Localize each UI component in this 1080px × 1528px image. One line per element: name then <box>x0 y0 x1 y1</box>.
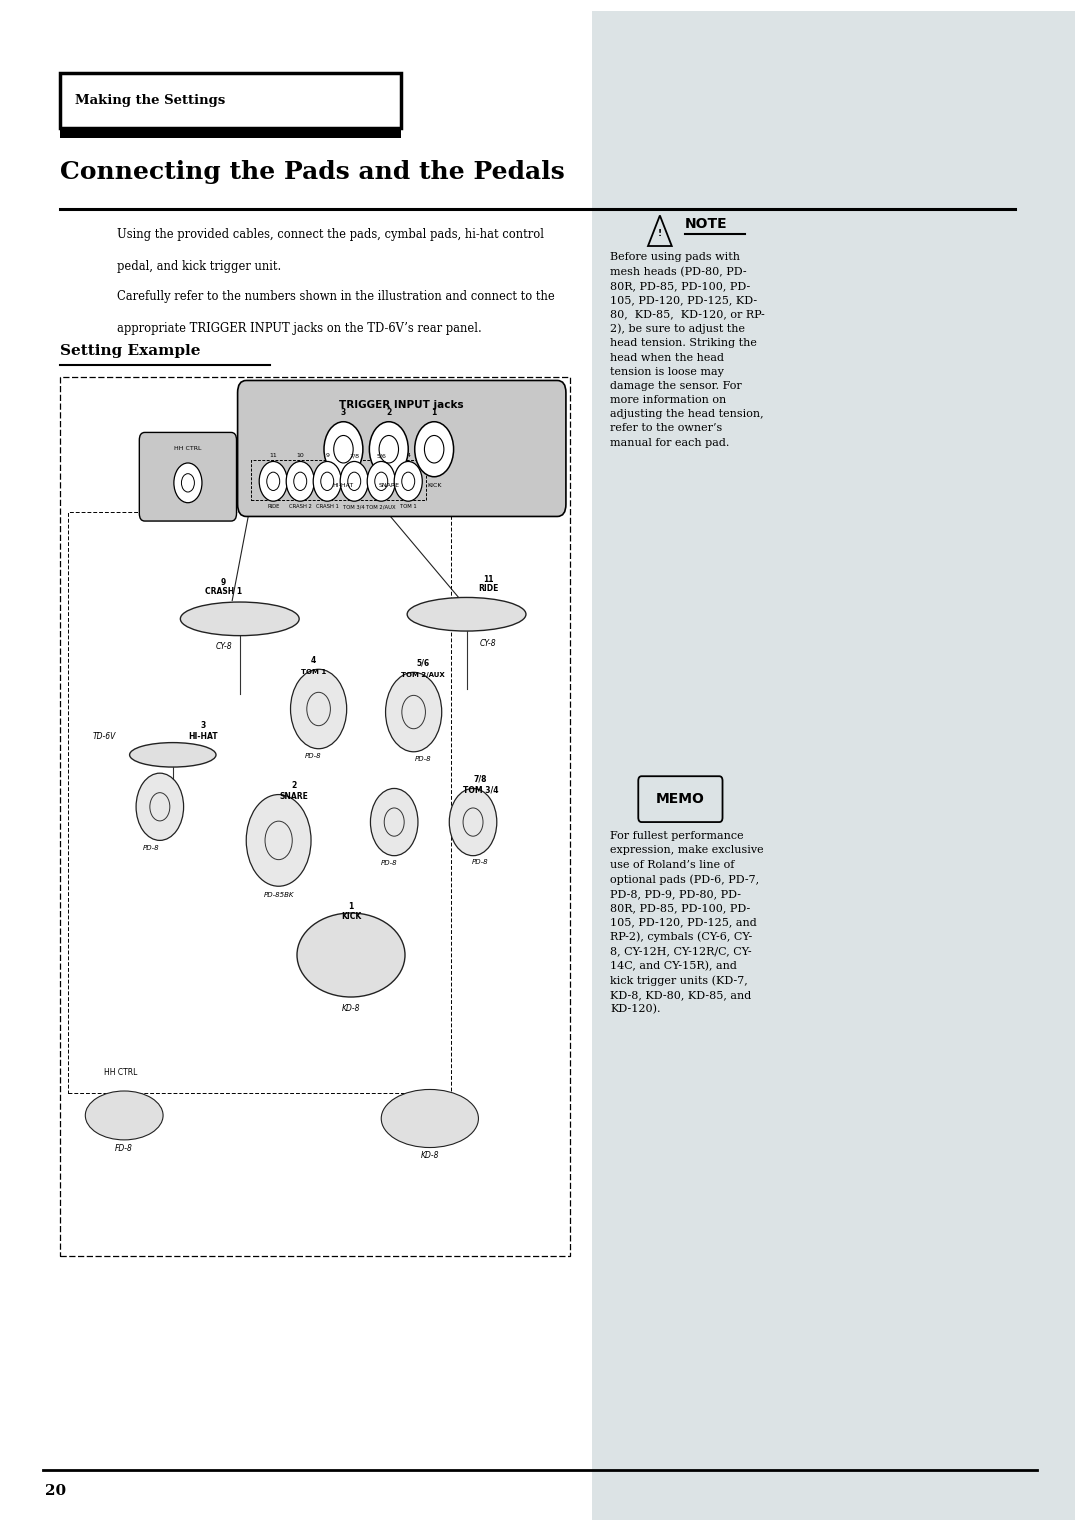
Text: TOM 2/AUX: TOM 2/AUX <box>402 672 445 678</box>
Circle shape <box>370 788 418 856</box>
Text: PD-8: PD-8 <box>305 753 322 759</box>
FancyBboxPatch shape <box>139 432 237 521</box>
Text: Carefully refer to the numbers shown in the illustration and connect to the: Carefully refer to the numbers shown in … <box>117 290 554 304</box>
Text: 9: 9 <box>221 578 226 587</box>
Text: TOM 1: TOM 1 <box>400 504 417 509</box>
Text: Using the provided cables, connect the pads, cymbal pads, hi-hat control: Using the provided cables, connect the p… <box>117 228 543 241</box>
Circle shape <box>369 422 408 477</box>
Circle shape <box>394 461 422 501</box>
Text: appropriate TRIGGER INPUT jacks on the TD-6V’s rear panel.: appropriate TRIGGER INPUT jacks on the T… <box>117 322 482 336</box>
Circle shape <box>259 461 287 501</box>
Text: Connecting the Pads and the Pedals: Connecting the Pads and the Pedals <box>60 160 565 185</box>
Text: HH CTRL: HH CTRL <box>105 1068 137 1077</box>
Text: 1: 1 <box>349 902 353 911</box>
Text: SNARE: SNARE <box>378 483 400 487</box>
Text: RIDE: RIDE <box>267 504 280 509</box>
Text: KD-8: KD-8 <box>420 1151 440 1160</box>
Circle shape <box>136 773 184 840</box>
FancyBboxPatch shape <box>592 11 1075 1520</box>
Ellipse shape <box>130 743 216 767</box>
Text: CRASH 1: CRASH 1 <box>315 504 339 509</box>
Circle shape <box>291 669 347 749</box>
Circle shape <box>174 463 202 503</box>
Text: 11: 11 <box>269 454 278 458</box>
Ellipse shape <box>381 1089 478 1148</box>
Ellipse shape <box>297 912 405 996</box>
Text: PD-8: PD-8 <box>380 860 397 866</box>
Text: Before using pads with
mesh heads (PD-80, PD-
80R, PD-85, PD-100, PD-
105, PD-12: Before using pads with mesh heads (PD-80… <box>610 252 765 448</box>
Text: SNARE: SNARE <box>280 792 308 801</box>
Text: 2: 2 <box>387 408 391 417</box>
Text: pedal, and kick trigger unit.: pedal, and kick trigger unit. <box>117 260 281 274</box>
Text: CY-8: CY-8 <box>215 642 232 651</box>
Text: KD-8: KD-8 <box>341 1004 361 1013</box>
Text: TOM 3/4: TOM 3/4 <box>463 785 498 795</box>
Circle shape <box>313 461 341 501</box>
Circle shape <box>386 672 442 752</box>
Circle shape <box>449 788 497 856</box>
Text: HI-HAT: HI-HAT <box>333 483 354 487</box>
Text: 7/8: 7/8 <box>474 775 487 784</box>
Text: TRIGGER INPUT jacks: TRIGGER INPUT jacks <box>339 400 464 411</box>
Text: 9: 9 <box>325 454 329 458</box>
Text: 4: 4 <box>406 454 410 458</box>
Text: MEMO: MEMO <box>656 792 705 807</box>
Text: TOM 2/AUX: TOM 2/AUX <box>366 504 396 509</box>
Text: 5/6: 5/6 <box>417 659 430 668</box>
Text: PD-8: PD-8 <box>415 756 432 762</box>
Circle shape <box>286 461 314 501</box>
Text: PD-8: PD-8 <box>143 845 160 851</box>
Text: KICK: KICK <box>341 912 361 921</box>
FancyBboxPatch shape <box>60 127 401 138</box>
FancyBboxPatch shape <box>60 377 570 1256</box>
Text: 4: 4 <box>311 656 315 665</box>
Text: For fullest performance
expression, make exclusive
use of Roland’s line of
optio: For fullest performance expression, make… <box>610 831 764 1015</box>
Text: HH CTRL: HH CTRL <box>174 446 202 451</box>
Text: CRASH 1: CRASH 1 <box>205 587 242 596</box>
Circle shape <box>246 795 311 886</box>
Text: CY-8: CY-8 <box>480 639 497 648</box>
Text: PD-8: PD-8 <box>472 859 489 865</box>
Ellipse shape <box>407 597 526 631</box>
Text: CRASH 2: CRASH 2 <box>288 504 312 509</box>
Text: TD-6V: TD-6V <box>93 732 117 741</box>
Text: !: ! <box>658 229 662 238</box>
FancyBboxPatch shape <box>60 73 401 128</box>
Text: KICK: KICK <box>427 483 442 487</box>
Text: 3: 3 <box>341 408 346 417</box>
Text: 3: 3 <box>201 721 205 730</box>
Text: Setting Example: Setting Example <box>60 344 201 358</box>
Circle shape <box>367 461 395 501</box>
Text: Making the Settings: Making the Settings <box>75 95 225 107</box>
Text: RIDE: RIDE <box>478 584 498 593</box>
Text: 20: 20 <box>45 1484 67 1499</box>
Text: 10: 10 <box>296 454 305 458</box>
Text: 1: 1 <box>432 408 436 417</box>
Text: 11: 11 <box>483 575 494 584</box>
Ellipse shape <box>85 1091 163 1140</box>
FancyBboxPatch shape <box>238 380 566 516</box>
Text: TOM 1: TOM 1 <box>300 669 326 675</box>
Circle shape <box>324 422 363 477</box>
Text: NOTE: NOTE <box>685 217 727 231</box>
Ellipse shape <box>180 602 299 636</box>
Circle shape <box>415 422 454 477</box>
Text: 2: 2 <box>292 781 296 790</box>
Text: 7/8: 7/8 <box>349 454 360 458</box>
Text: HI-HAT: HI-HAT <box>188 732 218 741</box>
Text: TOM 3/4: TOM 3/4 <box>343 504 365 509</box>
Text: PD-85BK: PD-85BK <box>264 892 294 898</box>
Circle shape <box>340 461 368 501</box>
Text: 5/6: 5/6 <box>376 454 387 458</box>
Text: FD-8: FD-8 <box>116 1144 133 1154</box>
